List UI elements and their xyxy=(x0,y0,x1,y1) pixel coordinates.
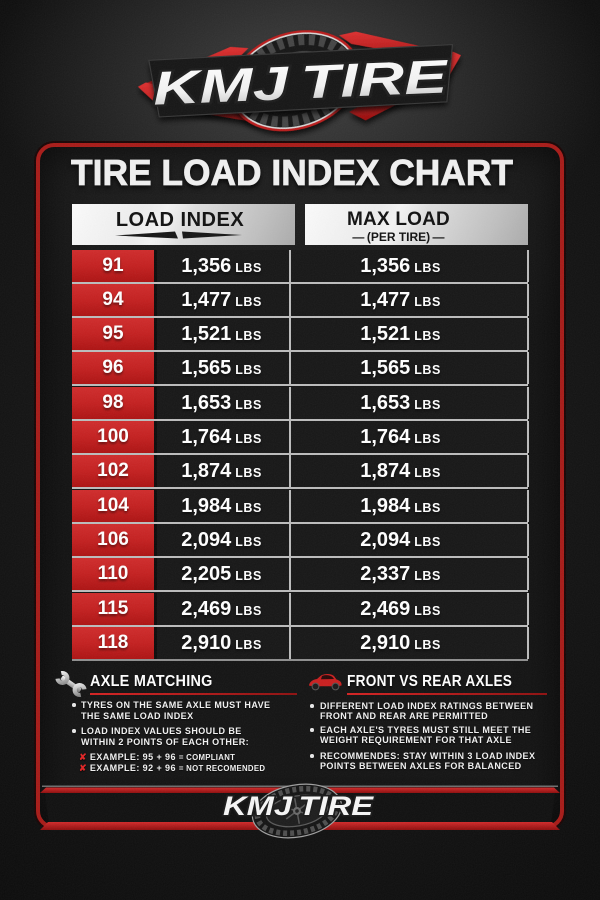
svg-text:KMJ TIRE: KMJ TIRE xyxy=(223,791,374,821)
svg-text:KMJ TIRE: KMJ TIRE xyxy=(152,49,450,114)
